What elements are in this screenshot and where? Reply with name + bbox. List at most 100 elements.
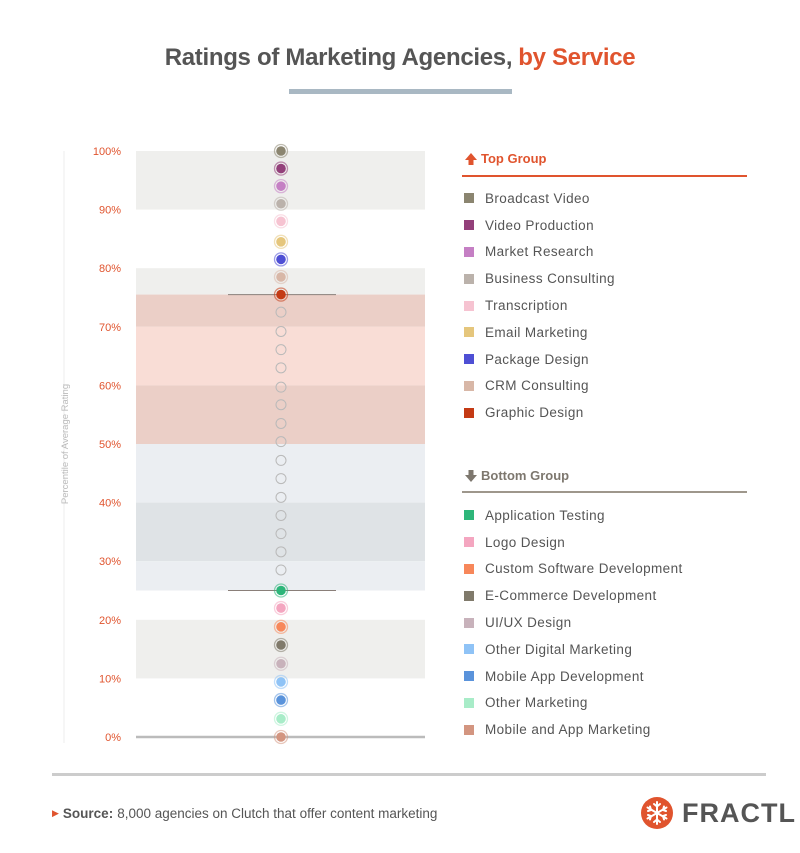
data-point-middle (275, 436, 287, 448)
data-point (276, 237, 286, 247)
data-point-ring (273, 287, 289, 302)
legend-item-label: E-Commerce Development (485, 588, 657, 604)
chart-band (136, 326, 425, 386)
legend-item: Mobile App Development (464, 663, 683, 690)
data-point-ring (273, 637, 289, 653)
data-point-middle (275, 473, 287, 485)
legend-item: E-Commerce Development (464, 582, 683, 609)
legend-item: Logo Design (464, 529, 683, 556)
data-point-ring (273, 214, 289, 229)
arrow-up-icon (465, 152, 477, 165)
chart-title: Ratings of Marketing Agencies, by Service (0, 44, 800, 72)
legend-item-label: Logo Design (485, 534, 566, 550)
legend-top-group-list: Broadcast Video Video Production Market Re… (464, 185, 615, 426)
data-point-middle (275, 454, 287, 466)
arrow-down-icon (465, 469, 477, 482)
legend-bottom-group-rule (462, 491, 747, 493)
legend-item-label: Package Design (485, 351, 589, 367)
legend-item-label: Video Production (485, 217, 594, 233)
data-point (276, 216, 286, 227)
legend-top-group-header: Top Group (464, 151, 546, 166)
y-axis-title: Percentile of Average Rating (60, 384, 71, 504)
legend-item-label: Email Marketing (485, 324, 588, 340)
y-tick-label: 60% (99, 380, 121, 392)
legend-item: Broadcast Video (464, 185, 615, 212)
legend-swatch (464, 563, 474, 574)
data-point (276, 714, 286, 724)
legend-item-label: Business Consulting (485, 271, 615, 287)
legend-top-group-rule (462, 175, 747, 177)
legend-item-label: Other Digital Marketing (485, 641, 633, 657)
legend-swatch (464, 697, 474, 708)
logo-wordmark: FRACTL (682, 797, 796, 828)
y-tick-label: 0% (105, 732, 121, 744)
data-point-ring (273, 619, 289, 634)
data-point-middle (275, 491, 287, 503)
data-point-middle (275, 381, 287, 393)
data-point (276, 695, 286, 705)
data-point (276, 254, 286, 265)
legend-item-label: Mobile and App Marketing (485, 722, 651, 738)
data-point-ring (273, 269, 289, 285)
data-point-ring (273, 161, 289, 176)
data-point (276, 181, 286, 191)
legend-item-label: Broadcast Video (485, 190, 590, 206)
legend-item-label: Mobile App Development (485, 668, 644, 684)
legend-item: Mobile and App Marketing (464, 716, 683, 743)
chart-title-main: Ratings of Marketing Agencies, (164, 44, 513, 71)
legend-swatch (464, 617, 474, 628)
legend-swatch (464, 354, 474, 365)
data-point-middle (275, 399, 287, 411)
data-point-ring (273, 143, 289, 159)
legend-item-label: Other Marketing (485, 695, 588, 711)
data-point-ring (273, 692, 289, 708)
data-point (276, 198, 286, 209)
snowflake-icon (641, 797, 673, 829)
legend-swatch (464, 380, 474, 391)
data-point (276, 289, 286, 300)
y-tick-label: 50% (99, 439, 121, 451)
data-point (276, 146, 286, 156)
data-point (276, 640, 286, 650)
footer-divider (52, 773, 766, 776)
data-point (276, 603, 286, 613)
legend-swatch (464, 300, 474, 311)
data-point (276, 732, 286, 742)
legend-item: Transcription (464, 292, 615, 319)
legend-swatch (464, 327, 474, 338)
source-text: 8,000 agencies on Clutch that offer cont… (117, 806, 438, 821)
legend-item: Graphic Design (464, 399, 615, 426)
y-tick-label: 80% (99, 263, 121, 275)
data-point-ring (273, 583, 289, 598)
legend-swatch (464, 193, 474, 204)
legend-swatch (464, 273, 474, 284)
legend-swatch (464, 510, 474, 521)
data-point-ring (273, 252, 289, 267)
chart-band (136, 561, 425, 591)
data-point (276, 272, 286, 282)
data-point-middle (275, 325, 287, 337)
legend-item: Application Testing (464, 502, 683, 529)
legend-bottom-group-header: Bottom Group (464, 468, 569, 483)
legend-item: Other Marketing (464, 690, 683, 717)
data-point-ring (273, 711, 289, 726)
legend-item-label: CRM Consulting (485, 378, 589, 394)
data-point-middle (275, 417, 287, 429)
legend-swatch (464, 246, 474, 257)
legend-swatch (464, 724, 474, 735)
legend-item: UI/UX Design (464, 609, 683, 636)
data-point-ring (273, 600, 289, 616)
legend-item: Other Digital Marketing (464, 636, 683, 663)
title-underline (289, 89, 512, 94)
legend-item-label: Market Research (485, 244, 594, 260)
legend-bottom-group-list: Application Testing Logo Design Custom Sof… (464, 502, 683, 743)
legend-top-group-label: Top Group (481, 151, 547, 166)
data-point (276, 658, 286, 669)
legend-swatch (464, 220, 474, 231)
y-tick-label: 10% (99, 673, 121, 685)
y-tick-label: 90% (99, 205, 121, 217)
chart-band (136, 294, 425, 327)
legend-item-label: Transcription (485, 298, 568, 314)
data-point-middle (275, 306, 287, 318)
